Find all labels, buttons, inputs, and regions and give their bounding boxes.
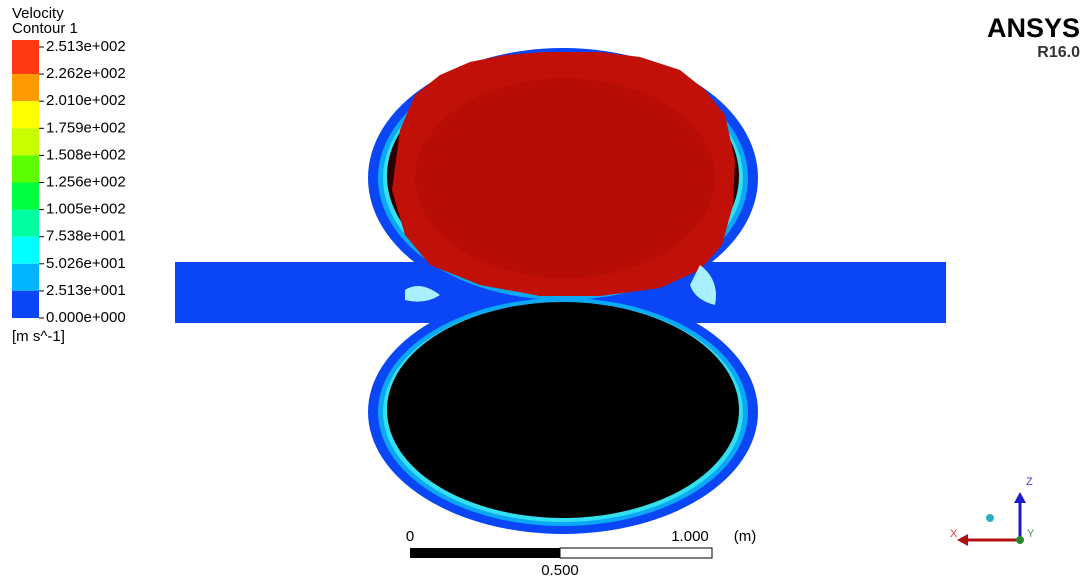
legend-label: 2.513e+002 — [46, 38, 126, 55]
triad-sphere — [986, 514, 994, 522]
legend-swatch — [12, 101, 39, 128]
legend-label: 5.026e+001 — [46, 255, 126, 272]
brand-version: R16.0 — [1037, 44, 1080, 61]
legend: 2.513e+002 2.262e+002 2.010e+002 1.759e+002… — [12, 38, 126, 326]
legend-swatch — [12, 264, 39, 291]
legend-swatch — [12, 74, 39, 101]
legend-swatch — [12, 128, 39, 155]
scale-bar-light — [560, 548, 712, 558]
scale-end: 1.000 — [671, 528, 709, 545]
scale-middle: 0.500 — [541, 562, 579, 577]
legend-swatch — [12, 210, 39, 237]
legend-label: 2.010e+002 — [46, 92, 126, 109]
x-arrow — [957, 534, 968, 546]
legend-label: 2.513e+001 — [46, 282, 126, 299]
legend-label: 1.759e+002 — [46, 119, 126, 136]
legend-swatch — [12, 40, 39, 74]
legend-label: 1.256e+002 — [46, 173, 126, 190]
legend-label: 1.508e+002 — [46, 146, 126, 163]
z-arrow — [1014, 492, 1026, 503]
legend-swatch — [12, 237, 39, 264]
x-label: X — [950, 528, 958, 540]
rotor-core — [415, 78, 715, 278]
viewport: Velocity Contour 1 2.513e+0022.262e+0022… — [0, 0, 1083, 577]
axis-triad: Z X Y — [950, 476, 1035, 546]
legend-swatch — [12, 291, 39, 318]
z-label: Z — [1026, 476, 1033, 488]
legend-label: 1.005e+002 — [46, 201, 126, 218]
scale-unit: (m) — [734, 528, 757, 545]
legend-swatch — [12, 155, 39, 182]
legend-label: 2.262e+002 — [46, 65, 126, 82]
lower-rotor — [387, 302, 739, 518]
legend-swatch — [12, 183, 39, 210]
scale-bar-dark — [410, 548, 560, 558]
legend-unit: [m s^-1] — [12, 328, 65, 345]
legend-subtitle: Contour 1 — [12, 20, 78, 37]
y-axis — [1016, 536, 1024, 544]
brand-name: ANSYS — [987, 13, 1080, 43]
y-label: Y — [1027, 528, 1035, 540]
legend-label: 7.538e+001 — [46, 228, 126, 245]
contour-plot — [175, 48, 946, 534]
legend-label: 0.000e+000 — [46, 309, 126, 326]
scale-start: 0 — [406, 528, 414, 545]
